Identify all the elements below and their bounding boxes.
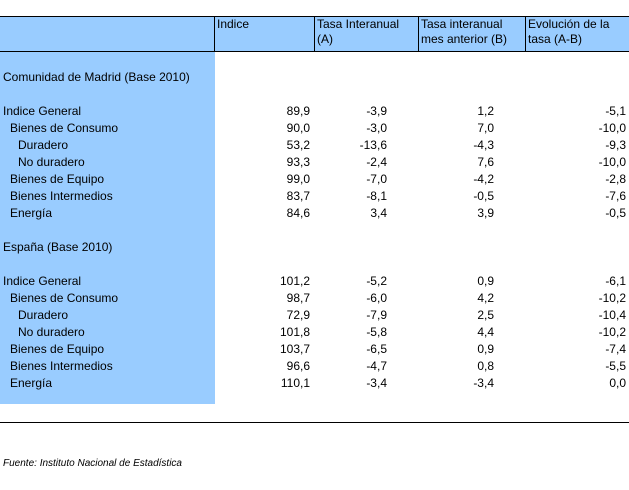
row-label: Indice General: [3, 274, 82, 288]
table-row: Indice General 101,2 -5,2 0,9 -6,1: [0, 273, 629, 290]
table-row: No duradero 101,8 -5,8 4,4 -10,2: [0, 324, 629, 341]
source-note: Fuente: Instituto Nacional de Estadístic…: [3, 458, 182, 469]
table-row: Duradero 53,2 -13,6 -4,3 -9,3: [0, 137, 629, 154]
cell-indice: 93,3: [286, 155, 310, 169]
cell-evolucion: -5,5: [605, 359, 626, 373]
cell-evolucion: -10,2: [598, 325, 626, 339]
cell-tasa-interanual: -5,8: [366, 325, 387, 339]
table-bottom-rule: [0, 422, 629, 423]
header-tasa-interanual: Tasa Interanual (A): [314, 17, 418, 51]
cell-indice: 84,6: [286, 206, 310, 220]
row-label: No duradero: [18, 155, 85, 169]
cell-tasa-mes-anterior: -4,2: [473, 172, 494, 186]
cell-indice: 110,1: [280, 376, 310, 390]
cell-indice: 72,9: [286, 308, 310, 322]
cell-tasa-mes-anterior: -4,3: [473, 138, 494, 152]
row-label: Indice General: [3, 104, 82, 118]
table-row: Bienes de Equipo 99,0 -7,0 -4,2 -2,8: [0, 171, 629, 188]
cell-evolucion: -0,5: [605, 206, 626, 220]
row-label: Duradero: [18, 138, 69, 152]
cell-tasa-interanual: -3,0: [366, 121, 387, 135]
cell-tasa-interanual: -6,0: [366, 291, 387, 305]
row-label: Energía: [10, 206, 53, 220]
table-top-rule: [0, 16, 629, 17]
cell-evolucion: -7,6: [605, 189, 626, 203]
cell-tasa-mes-anterior: 7,0: [477, 121, 494, 135]
table-row: Indice General 89,9 -3,9 1,2 -5,1: [0, 103, 629, 120]
cell-tasa-interanual: -3,9: [366, 104, 387, 118]
cell-tasa-interanual: -7,9: [366, 308, 387, 322]
row-label: Bienes de Equipo: [10, 342, 105, 356]
cell-tasa-interanual: -4,7: [366, 359, 387, 373]
cell-evolucion: -10,4: [598, 308, 626, 322]
row-label: Bienes Intermedios: [10, 189, 113, 203]
cell-indice: 53,2: [286, 138, 310, 152]
cell-evolucion: -10,2: [598, 291, 626, 305]
cell-tasa-interanual: -7,0: [366, 172, 387, 186]
table-row: Bienes de Consumo 98,7 -6,0 4,2 -10,2: [0, 290, 629, 307]
cell-tasa-interanual: -13,6: [359, 138, 387, 152]
cell-tasa-mes-anterior: 0,8: [477, 359, 494, 373]
cell-tasa-mes-anterior: 4,4: [477, 325, 494, 339]
cell-evolucion: -7,4: [605, 342, 626, 356]
row-label: No duradero: [18, 325, 85, 339]
cell-tasa-interanual: -6,5: [366, 342, 387, 356]
cell-tasa-interanual: -2,4: [366, 155, 387, 169]
cell-indice: 89,9: [286, 104, 310, 118]
cell-indice: 101,8: [279, 325, 310, 339]
row-label: Energía: [10, 376, 53, 390]
header-indice: Indice: [214, 17, 314, 51]
cell-evolucion: -2,8: [605, 172, 626, 186]
cell-tasa-mes-anterior: -0,5: [473, 189, 494, 203]
section-title-madrid: Comunidad de Madrid (Base 2010): [3, 70, 190, 84]
cell-tasa-mes-anterior: 4,2: [477, 291, 494, 305]
row-label: Bienes Intermedios: [10, 359, 113, 373]
label-column: [0, 52, 215, 404]
cell-indice: 96,6: [286, 359, 310, 373]
row-label: Bienes de Equipo: [10, 172, 105, 186]
cell-tasa-interanual: -8,1: [366, 189, 387, 203]
cell-tasa-mes-anterior: -3,4: [473, 376, 494, 390]
table-row: Bienes de Consumo 90,0 -3,0 7,0 -10,0: [0, 120, 629, 137]
cell-tasa-mes-anterior: 3,9: [477, 206, 494, 220]
header-evolucion: Evolución de la tasa (A-B): [525, 17, 629, 51]
cell-indice: 98,7: [286, 291, 310, 305]
cell-indice: 99,0: [286, 172, 310, 186]
table-row: Bienes de Equipo 103,7 -6,5 0,9 -7,4: [0, 341, 629, 358]
cell-indice: 90,0: [286, 121, 310, 135]
cell-tasa-interanual: 3,4: [370, 206, 387, 220]
cell-evolucion: -10,0: [598, 121, 626, 135]
row-label: Bienes de Consumo: [10, 121, 119, 135]
cell-evolucion: -9,3: [605, 138, 626, 152]
table-row: Duradero 72,9 -7,9 2,5 -10,4: [0, 307, 629, 324]
cell-tasa-mes-anterior: 0,9: [477, 274, 494, 288]
table-row: Energía 84,6 3,4 3,9 -0,5: [0, 205, 629, 222]
cell-tasa-mes-anterior: 2,5: [477, 308, 494, 322]
cell-tasa-mes-anterior: 1,2: [477, 104, 494, 118]
table-row: Energía 110,1 -3,4 -3,4 0,0: [0, 375, 629, 392]
cell-tasa-mes-anterior: 7,6: [477, 155, 494, 169]
header-tasa-mes-anterior: Tasa interanual mes anterior (B): [418, 17, 525, 51]
cell-evolucion: -5,1: [605, 104, 626, 118]
cell-indice: 83,7: [286, 189, 310, 203]
row-label: Duradero: [18, 308, 69, 322]
table-header-rule: [0, 51, 629, 52]
cell-tasa-interanual: -5,2: [366, 274, 387, 288]
cell-evolucion: -6,1: [605, 274, 626, 288]
cell-tasa-interanual: -3,4: [366, 376, 387, 390]
row-label: Bienes de Consumo: [10, 291, 119, 305]
table-row: Bienes Intermedios 96,6 -4,7 0,8 -5,5: [0, 358, 629, 375]
section-title-espana: España (Base 2010): [3, 240, 113, 254]
cell-indice: 103,7: [279, 342, 310, 356]
cell-indice: 101,2: [279, 274, 310, 288]
table-row: Bienes Intermedios 83,7 -8,1 -0,5 -7,6: [0, 188, 629, 205]
table-row: No duradero 93,3 -2,4 7,6 -10,0: [0, 154, 629, 171]
cell-evolucion: 0,0: [609, 376, 626, 390]
cell-tasa-mes-anterior: 0,9: [477, 342, 494, 356]
cell-evolucion: -10,0: [598, 155, 626, 169]
